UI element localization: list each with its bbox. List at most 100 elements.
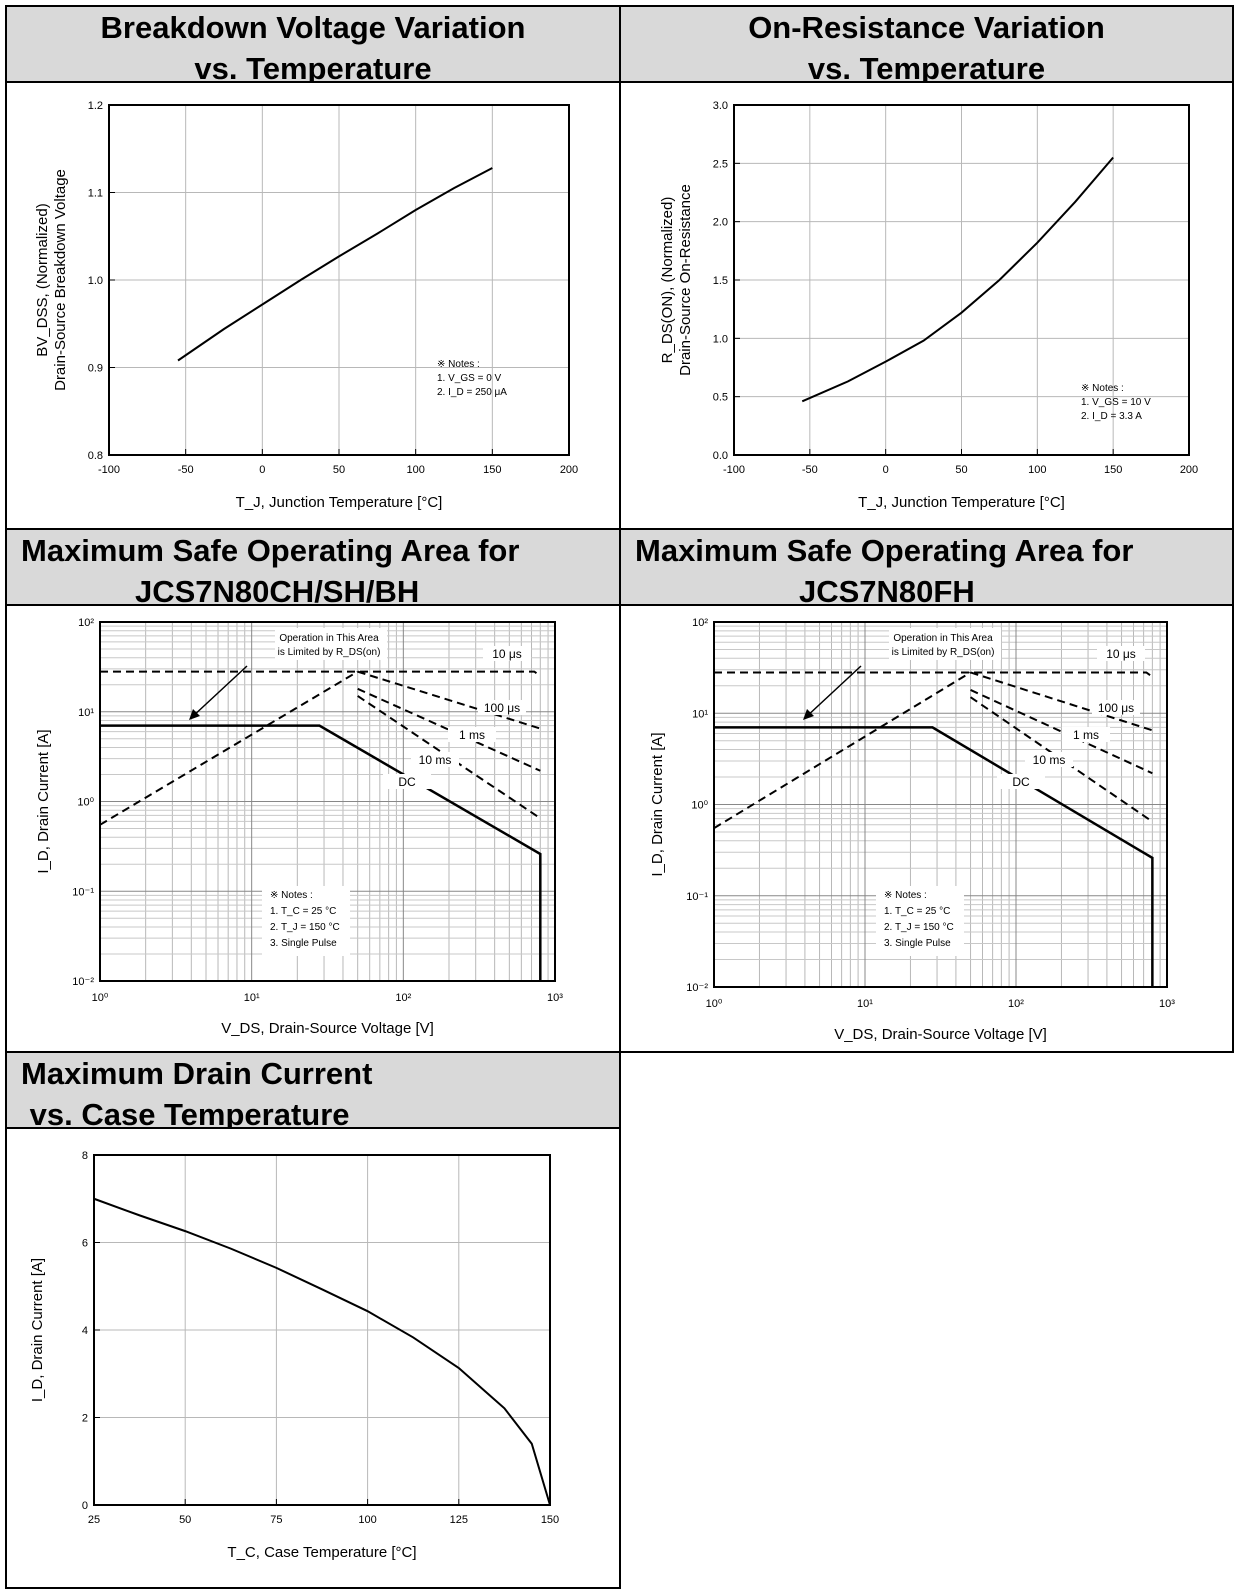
notes-text: 3. Single Pulse [270,938,337,949]
y-tick-label: 3.0 [713,100,728,112]
x-tick-label: 50 [955,464,967,476]
chart-breakdown-voltage: -100 -50 0 50 100 150 200 0.8 0.9 1.0 1.1 1.2 T_J, J… [34,100,578,511]
annotation-text: Operation in This Area [893,633,993,644]
series-label-bg [1062,727,1110,742]
series-label-bg [478,700,526,715]
series-label-bg [483,646,531,661]
y-tick-label: 10⁻¹ [686,891,708,903]
x-tick-label: 125 [450,1514,468,1526]
y-tick-label: 1.1 [88,188,103,200]
series-line [714,726,1154,987]
header-line-2: vs. Temperature [807,51,1046,83]
x-tick-label: 200 [560,464,578,476]
x-tick-label: -50 [802,464,818,476]
series-label: 100 μs [484,701,520,715]
y-axis-label: I_D, Drain Current [A] [29,1258,46,1402]
annotation-text: is Limited by R_DS(on) [278,647,381,658]
x-tick-label: -100 [98,464,120,476]
annotation-arrow [804,665,862,719]
series-label: 10 ms [1033,753,1066,767]
x-tick-label: -50 [178,464,194,476]
x-tick-label: 200 [1180,464,1198,476]
y-tick-label: 10¹ [78,707,94,719]
y-axis-label: R_DS(ON), (Normalized) [659,197,676,364]
y-tick-label: 1.5 [713,275,728,287]
x-tick-label: 10¹ [244,992,260,1004]
y-tick-label: 2.0 [713,217,728,229]
annotation-arrowhead [189,709,200,720]
series-label: DC [1012,775,1030,789]
x-tick-label: 10⁰ [706,998,723,1010]
x-axis-label: T_J, Junction Temperature [°C] [236,494,443,511]
annotation-text: Operation in This Area [279,633,379,644]
chart-soa-ch: 10⁰ 10¹ 10² 10³ 10⁻² 10⁻¹ 10⁰ 10¹ 10² 10 μs 100 μs… [35,617,563,1037]
notes-box [876,886,964,956]
notes-text: 1. V_GS = 0 V [437,373,502,384]
series-label-bg [1097,646,1145,661]
notes-box [262,886,350,956]
header-line-1: Maximum Safe Operating Area for [635,533,1134,568]
header-line-1: Maximum Drain Current [21,1056,373,1091]
series-label-bg [383,774,431,789]
data-line [93,1197,551,1506]
y-tick-label: 1.0 [88,275,103,287]
y-tick-label: 6 [82,1238,88,1250]
notes-text: 1. T_C = 25 °C [270,906,336,917]
plot-frame [99,621,556,982]
x-tick-label: 150 [483,464,501,476]
series-label: 1 ms [1073,728,1099,742]
y-tick-label: 10² [692,617,708,629]
x-tick-label: 10² [395,992,411,1004]
notes-text: ※ Notes : [884,890,927,901]
notes-text: 2. I_D = 250 μA [437,387,507,398]
x-tick-label: 10³ [547,992,563,1004]
y-axis-label-group: I_D, Drain Current [A] [649,732,666,876]
x-tick-label: 150 [1104,464,1122,476]
y-tick-label: 1.0 [713,333,728,345]
y-tick-label: 1.2 [88,100,103,112]
data-line [177,167,493,362]
series-label-bg [997,774,1045,789]
y-tick-label: 0.5 [713,392,728,404]
series-line [99,670,359,826]
series-label: 1 ms [459,728,485,742]
y-tick-label: 10⁰ [77,797,94,809]
x-tick-label: 100 [406,464,424,476]
series-label: 10 μs [1106,647,1136,661]
series-line [970,671,1153,732]
series-line [357,687,541,772]
y-axis-label: I_D, Drain Current [A] [35,729,52,873]
y-tick-label: 10⁻² [72,976,94,988]
series-label: 10 μs [492,647,522,661]
chart-cell-breakdown: -100 -50 0 50 100 150 200 0.8 0.9 1.0 1.1 1.2 T_J, J… [5,81,621,530]
x-tick-label: 0 [259,464,265,476]
notes-text: ※ Notes : [270,890,313,901]
chart-soa-fh: 10⁰ 10¹ 10² 10³ 10⁻² 10⁻¹ 10⁰ 10¹ 10² 10 μs 100 μs… [649,617,1175,1043]
series-label-bg [448,727,496,742]
series-label-bg [1025,752,1073,767]
notes-text: 2. T_J = 150 °C [884,922,954,933]
chart-cell-on-resistance: -100 -50 0 50 100 150 200 0.0 0.5 1.0 1.5 2.0 2.5 3.0… [619,81,1234,530]
y-axis-label-group: R_DS(ON), (Normalized) Drain-Source On-Re… [659,184,694,376]
x-axis-label: V_DS, Drain-Source Voltage [V] [834,1026,1047,1043]
y-tick-label: 0.9 [88,363,103,375]
header-breakdown-voltage: Breakdown Voltage Variation vs. Temperat… [5,5,621,83]
series-label: 10 ms [419,753,452,767]
series-line [713,671,972,830]
chart-on-resistance: -100 -50 0 50 100 150 200 0.0 0.5 1.0 1.5 2.0 2.5 3.0… [659,100,1198,511]
header-line-1: Breakdown Voltage Variation [100,10,526,45]
y-axis-label-group: I_D, Drain Current [A] [35,729,52,873]
header-max-drain-current: Maximum Drain Current vs. Case Temperatu… [5,1051,621,1129]
y-tick-label: 10⁻¹ [72,886,94,898]
annotation-arrow [190,665,248,719]
series-label-bg [1092,700,1140,715]
header-soa-fh: Maximum Safe Operating Area for JCS7N80F… [619,528,1234,606]
y-tick-label: 8 [82,1150,88,1162]
notes-text: 2. I_D = 3.3 A [1081,411,1142,422]
annotation-box [275,628,387,660]
series-label: DC [398,775,416,789]
y-axis-label-group: BV_DSS, (Normalized) Drain-Source Breakdo… [34,169,69,391]
annotation-box [889,628,1001,660]
annotation-arrowhead [803,709,814,720]
notes-text: 2. T_J = 150 °C [270,922,340,933]
